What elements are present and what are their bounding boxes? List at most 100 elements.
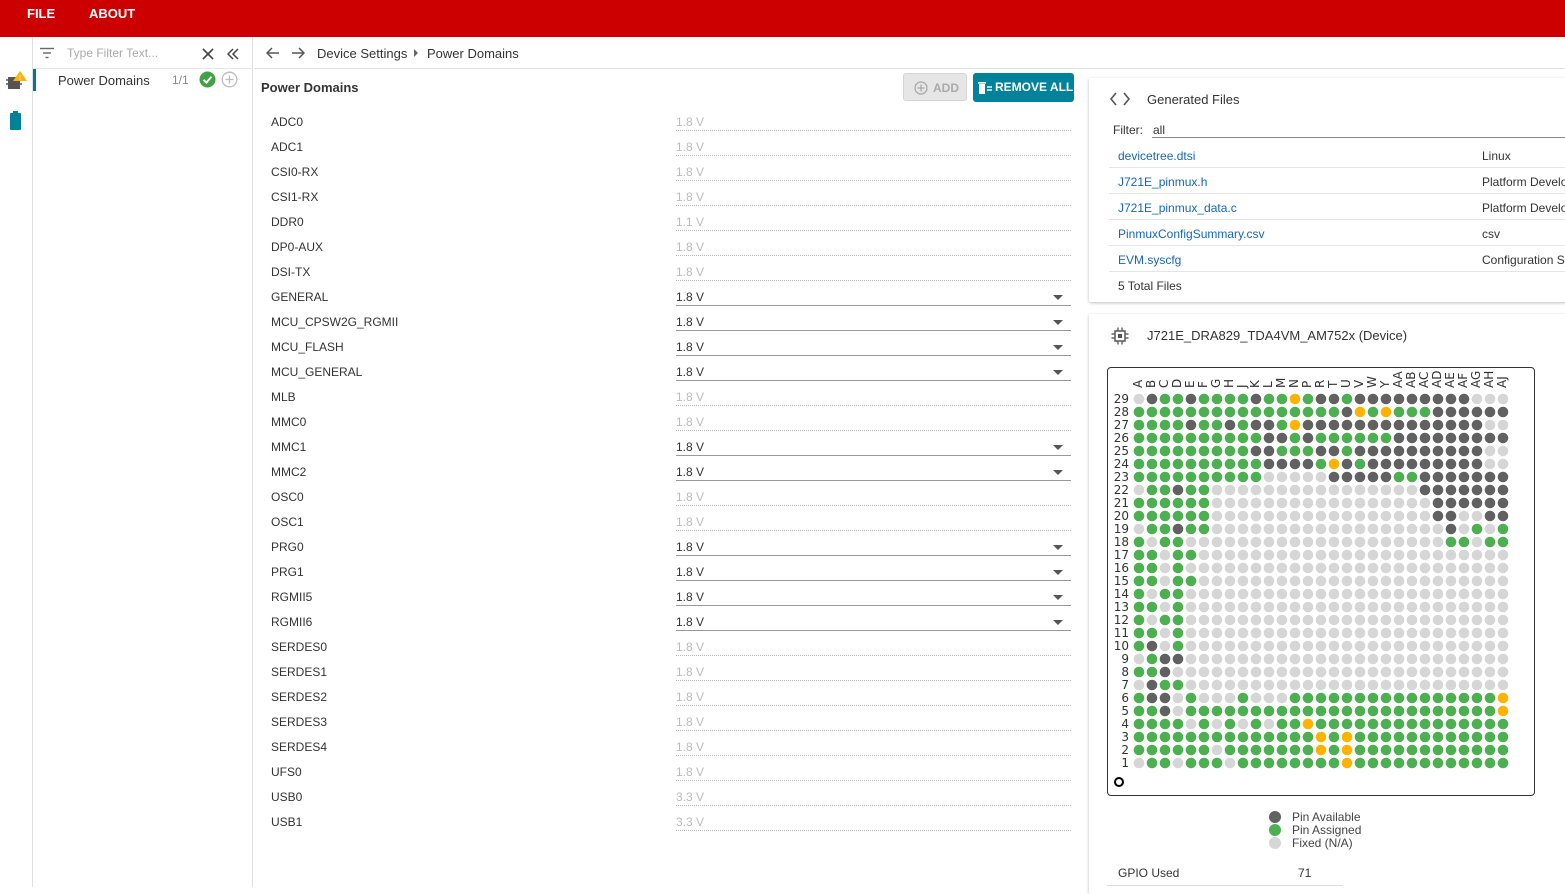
pin-D6[interactable]: [1172, 692, 1184, 704]
pin-R22[interactable]: [1315, 484, 1327, 496]
pin-AF15[interactable]: [1458, 575, 1470, 587]
pin-AB3[interactable]: [1406, 731, 1418, 743]
pin-AD8[interactable]: [1432, 666, 1444, 678]
pin-AG22[interactable]: [1471, 484, 1483, 496]
pin-E15[interactable]: [1185, 575, 1197, 587]
pin-AG3[interactable]: [1471, 731, 1483, 743]
pin-AH20[interactable]: [1484, 510, 1496, 522]
pin-AJ9[interactable]: [1497, 653, 1509, 665]
pin-K23[interactable]: [1250, 471, 1262, 483]
pin-P27[interactable]: [1302, 419, 1314, 431]
pin-AF8[interactable]: [1458, 666, 1470, 678]
pin-G23[interactable]: [1211, 471, 1223, 483]
pin-AG16[interactable]: [1471, 562, 1483, 574]
pin-Y10[interactable]: [1380, 640, 1392, 652]
pin-N18[interactable]: [1289, 536, 1301, 548]
pin-AB20[interactable]: [1406, 510, 1418, 522]
pin-W9[interactable]: [1367, 653, 1379, 665]
pin-B26[interactable]: [1146, 432, 1158, 444]
pin-AF26[interactable]: [1458, 432, 1470, 444]
pin-U21[interactable]: [1341, 497, 1353, 509]
pin-R3[interactable]: [1315, 731, 1327, 743]
pin-AB8[interactable]: [1406, 666, 1418, 678]
pin-AB17[interactable]: [1406, 549, 1418, 561]
pin-AE29[interactable]: [1445, 393, 1457, 405]
pin-D26[interactable]: [1172, 432, 1184, 444]
pin-H4[interactable]: [1224, 718, 1236, 730]
pin-B15[interactable]: [1146, 575, 1158, 587]
pin-N11[interactable]: [1289, 627, 1301, 639]
pin-AG23[interactable]: [1471, 471, 1483, 483]
file-link[interactable]: PinmuxConfigSummary.csv: [1118, 227, 1265, 241]
pin-AE25[interactable]: [1445, 445, 1457, 457]
voltage-select[interactable]: 1.8 V: [676, 438, 1071, 456]
pin-U23[interactable]: [1341, 471, 1353, 483]
dropdown-arrow-icon[interactable]: [1053, 370, 1063, 375]
pin-AD27[interactable]: [1432, 419, 1444, 431]
pin-D4[interactable]: [1172, 718, 1184, 730]
pin-B16[interactable]: [1146, 562, 1158, 574]
pin-M15[interactable]: [1276, 575, 1288, 587]
pin-M16[interactable]: [1276, 562, 1288, 574]
pin-F15[interactable]: [1198, 575, 1210, 587]
pin-AG4[interactable]: [1471, 718, 1483, 730]
pin-E12[interactable]: [1185, 614, 1197, 626]
pin-Y17[interactable]: [1380, 549, 1392, 561]
pin-H3[interactable]: [1224, 731, 1236, 743]
pin-W16[interactable]: [1367, 562, 1379, 574]
pin-C6[interactable]: [1159, 692, 1171, 704]
pin-N26[interactable]: [1289, 432, 1301, 444]
pin-A8[interactable]: [1133, 666, 1145, 678]
pin-D8[interactable]: [1172, 666, 1184, 678]
pin-H19[interactable]: [1224, 523, 1236, 535]
pin-T13[interactable]: [1328, 601, 1340, 613]
pin-L22[interactable]: [1263, 484, 1275, 496]
pin-H5[interactable]: [1224, 705, 1236, 717]
pin-D23[interactable]: [1172, 471, 1184, 483]
pin-M12[interactable]: [1276, 614, 1288, 626]
file-link[interactable]: J721E_pinmux_data.c: [1118, 201, 1237, 215]
pin-AJ18[interactable]: [1497, 536, 1509, 548]
pin-N22[interactable]: [1289, 484, 1301, 496]
pin-N14[interactable]: [1289, 588, 1301, 600]
pin-AA10[interactable]: [1393, 640, 1405, 652]
pin-AE19[interactable]: [1445, 523, 1457, 535]
pin-M14[interactable]: [1276, 588, 1288, 600]
pin-J29[interactable]: [1237, 393, 1249, 405]
pin-V15[interactable]: [1354, 575, 1366, 587]
file-link[interactable]: devicetree.dtsi: [1118, 149, 1196, 163]
pin-J14[interactable]: [1237, 588, 1249, 600]
pin-C28[interactable]: [1159, 406, 1171, 418]
pin-L19[interactable]: [1263, 523, 1275, 535]
pin-Y5[interactable]: [1380, 705, 1392, 717]
pin-B13[interactable]: [1146, 601, 1158, 613]
pin-AD26[interactable]: [1432, 432, 1444, 444]
pin-F25[interactable]: [1198, 445, 1210, 457]
pin-AE2[interactable]: [1445, 744, 1457, 756]
pin-A27[interactable]: [1133, 419, 1145, 431]
pin-D7[interactable]: [1172, 679, 1184, 691]
pin-G10[interactable]: [1211, 640, 1223, 652]
pin-AF17[interactable]: [1458, 549, 1470, 561]
pin-U5[interactable]: [1341, 705, 1353, 717]
pin-AJ1[interactable]: [1497, 757, 1509, 769]
pin-AH2[interactable]: [1484, 744, 1496, 756]
voltage-select[interactable]: 1.8 V: [676, 363, 1071, 381]
pin-AJ10[interactable]: [1497, 640, 1509, 652]
pin-AE5[interactable]: [1445, 705, 1457, 717]
pin-L29[interactable]: [1263, 393, 1275, 405]
pin-AF10[interactable]: [1458, 640, 1470, 652]
pin-AJ14[interactable]: [1497, 588, 1509, 600]
pin-G12[interactable]: [1211, 614, 1223, 626]
pin-F29[interactable]: [1198, 393, 1210, 405]
pin-Y26[interactable]: [1380, 432, 1392, 444]
pin-B7[interactable]: [1146, 679, 1158, 691]
pin-B14[interactable]: [1146, 588, 1158, 600]
pin-U19[interactable]: [1341, 523, 1353, 535]
pin-AD13[interactable]: [1432, 601, 1444, 613]
pin-AE14[interactable]: [1445, 588, 1457, 600]
pin-N3[interactable]: [1289, 731, 1301, 743]
pin-AA14[interactable]: [1393, 588, 1405, 600]
pin-AF5[interactable]: [1458, 705, 1470, 717]
pin-F2[interactable]: [1198, 744, 1210, 756]
